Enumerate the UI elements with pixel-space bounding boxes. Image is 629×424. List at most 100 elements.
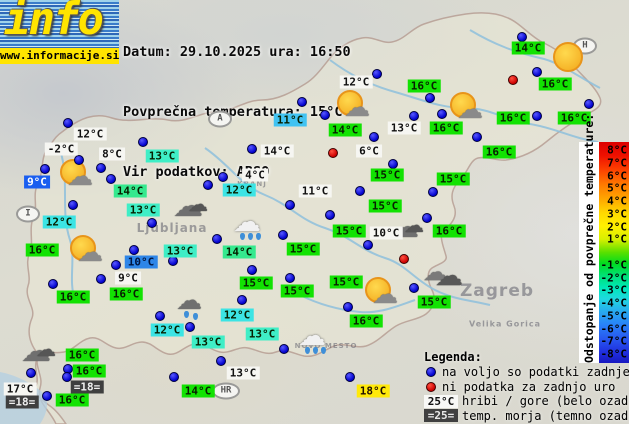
station-dot-blue — [185, 322, 195, 332]
temp-label: 8°C — [99, 147, 125, 161]
temp-label: 14°C — [113, 184, 147, 198]
temp-label: 16°C — [25, 243, 59, 257]
cloud-icon: ☁ — [423, 258, 447, 286]
country-sign-i: I — [16, 205, 40, 223]
temp-label: 13°C — [126, 203, 160, 217]
temp-label: 16°C — [557, 111, 591, 125]
temp-label: 13°C — [145, 149, 179, 163]
map-place-name: Velika Gorica — [468, 319, 542, 329]
temp-label: 14°C — [260, 144, 294, 158]
temp-label: 16°C — [429, 121, 463, 135]
legend-item-label: ni podatka za zadnjo uro — [442, 379, 616, 394]
raindrop-icon — [184, 311, 189, 318]
legend: Legenda: na voljo so podatki zadnje uren… — [424, 350, 629, 423]
scale-tick-label: 7°C — [607, 156, 627, 170]
logo-website-url[interactable]: www.informacije.si — [0, 48, 120, 64]
station-dot-blue — [169, 372, 179, 382]
legend-item: =25= temp. morja (temno ozadje) — [424, 409, 629, 424]
sun-icon — [450, 92, 476, 118]
temp-label: 12°C — [150, 323, 184, 337]
sun-icon — [365, 277, 391, 303]
scale-tick-label: -4°C — [600, 296, 628, 310]
temp-label: 10°C — [124, 255, 158, 269]
station-dot-blue — [409, 111, 419, 121]
station-dot-red — [508, 75, 518, 85]
station-dot-blue — [285, 273, 295, 283]
legend-title: Legenda: — [424, 350, 482, 364]
station-dot-blue — [409, 283, 419, 293]
station-dot-blue — [278, 230, 288, 240]
station-dot-blue — [517, 32, 527, 42]
map-place-name: Zagreb — [459, 281, 535, 301]
station-dot-blue — [26, 368, 36, 378]
scale-tick-label: -1°C — [600, 258, 628, 272]
temp-label: 15°C — [239, 276, 273, 290]
station-dot-blue — [96, 274, 106, 284]
sun-icon — [337, 90, 363, 116]
temp-label: 12°C — [73, 127, 107, 141]
station-dot-blue — [247, 144, 257, 154]
station-dot-blue — [388, 159, 398, 169]
station-dot-blue — [147, 218, 157, 228]
temp-label: 15°C — [286, 242, 320, 256]
temp-label: 9°C — [24, 175, 50, 189]
legend-swatch: 25°C — [424, 394, 458, 408]
cloud-icon: ☁ — [67, 162, 93, 192]
temp-label: 16°C — [407, 79, 441, 93]
legend-item: na voljo so podatki zadnje ure — [424, 365, 629, 380]
temp-label: 13°C — [245, 327, 279, 341]
temp-label: 15°C — [280, 284, 314, 298]
legend-blue-dot-icon — [426, 367, 436, 378]
temp-label: 16°C — [55, 393, 89, 407]
temp-label: 14°C — [328, 123, 362, 137]
temp-label: 15°C — [368, 199, 402, 213]
station-dot-red — [328, 148, 338, 158]
temp-label: 17°C — [3, 382, 37, 396]
logo-text: info — [4, 0, 104, 45]
cloud-icon: ☁ — [176, 286, 202, 316]
temp-label: 16°C — [72, 364, 106, 378]
legend-red-dot-icon — [426, 381, 436, 392]
station-dot-blue — [106, 174, 116, 184]
cloud-icon: ☁ — [188, 192, 208, 216]
scale-tick-label: 8°C — [607, 143, 627, 157]
temp-label: 13°C — [191, 335, 225, 349]
temp-label: 16°C — [56, 290, 90, 304]
temp-label: 12°C — [220, 308, 254, 322]
cloud-icon: ☁ — [173, 189, 203, 224]
country-sign-a: A — [208, 110, 232, 128]
station-dot-blue — [584, 99, 594, 109]
cloud-icon: ☁ — [344, 93, 370, 123]
logo-stripes-background: info — [0, 0, 119, 49]
station-dot-blue — [343, 302, 353, 312]
raindrop-icon — [313, 347, 318, 354]
temp-label: 14°C — [222, 245, 256, 259]
station-dot-blue — [369, 132, 379, 142]
station-dot-blue — [425, 93, 435, 103]
scale-tick-label: 2°C — [607, 220, 627, 233]
station-dot-blue — [428, 187, 438, 197]
temp-label: 13°C — [387, 121, 421, 135]
cloud-icon: ☁ — [298, 319, 326, 352]
info-logo[interactable]: info www.informacije.si — [0, 0, 119, 64]
legend-item-label: na voljo so podatki zadnje ure — [442, 365, 629, 380]
station-dot-blue — [218, 172, 228, 182]
station-dot-blue — [129, 245, 139, 255]
raindrop-icon — [193, 313, 198, 320]
temp-label: 13°C — [226, 366, 260, 380]
cloud-icon: ☁ — [36, 337, 56, 361]
scale-tick-label: 1°C — [607, 232, 627, 246]
temp-label: 11°C — [273, 113, 307, 127]
station-dot-blue — [62, 372, 72, 382]
temp-label: 12°C — [42, 215, 76, 229]
scale-tick-label: -3°C — [600, 283, 628, 297]
station-dot-blue — [111, 260, 121, 270]
legend-item-label: hribi / gore (belo ozadje) — [462, 394, 629, 409]
station-dot-blue — [247, 265, 257, 275]
temp-label: 16°C — [482, 145, 516, 159]
map-place-name: NOVO MESTO — [294, 342, 358, 350]
temp-label: 16°C — [538, 77, 572, 91]
legend-swatch: =25= — [424, 409, 458, 423]
legend-item: ni podatka za zadnjo uro — [424, 380, 629, 395]
scale-tick-label: 4°C — [607, 194, 627, 208]
